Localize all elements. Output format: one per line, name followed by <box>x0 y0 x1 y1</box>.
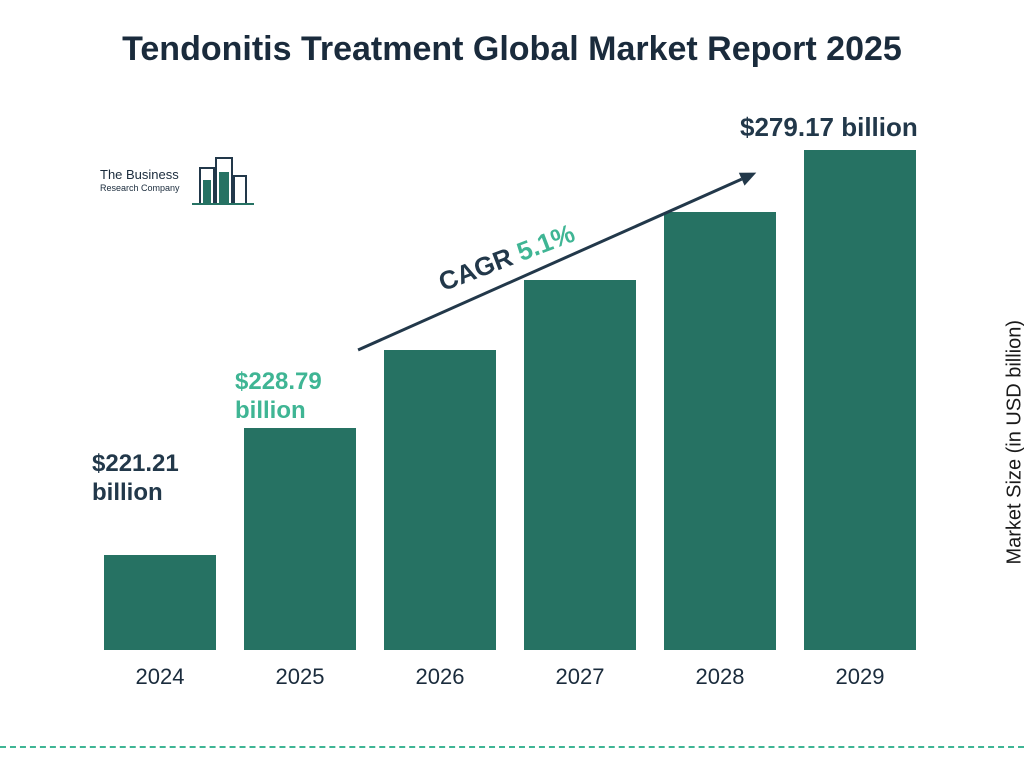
value-label-2029: $279.17 billion <box>740 112 918 143</box>
bottom-divider <box>0 746 1024 748</box>
value-label-top: $228.79 <box>235 368 322 395</box>
y-axis-label: Market Size (in USD billion) <box>1004 320 1024 565</box>
bar-2024 <box>104 555 216 650</box>
bar-wrap <box>790 150 930 650</box>
xlabel: 2028 <box>650 664 790 690</box>
value-label-2025: $228.79 billion <box>235 368 322 426</box>
bar-2025 <box>244 428 356 650</box>
bar-wrap <box>90 555 230 650</box>
bar-chart: 2024 2025 2026 2027 2028 2029 <box>90 130 950 690</box>
value-label-bottom: billion <box>92 479 163 506</box>
bar-wrap <box>510 280 650 650</box>
bar-2029 <box>804 150 916 650</box>
xlabel: 2026 <box>370 664 510 690</box>
bar-2026 <box>384 350 496 650</box>
xlabel: 2029 <box>790 664 930 690</box>
x-axis-labels: 2024 2025 2026 2027 2028 2029 <box>90 664 930 690</box>
bars-container <box>90 130 930 650</box>
xlabel: 2025 <box>230 664 370 690</box>
bar-2027 <box>524 280 636 650</box>
xlabel: 2024 <box>90 664 230 690</box>
value-label-top: $221.21 <box>92 450 179 477</box>
value-label-bottom: billion <box>235 397 306 424</box>
xlabel: 2027 <box>510 664 650 690</box>
bar-2028 <box>664 212 776 650</box>
bar-wrap <box>230 428 370 650</box>
bar-wrap <box>650 212 790 650</box>
chart-title: Tendonitis Treatment Global Market Repor… <box>0 28 1024 71</box>
value-label-2024: $221.21 billion <box>92 450 179 508</box>
bar-wrap <box>370 350 510 650</box>
value-label-text: $279.17 billion <box>740 112 918 142</box>
